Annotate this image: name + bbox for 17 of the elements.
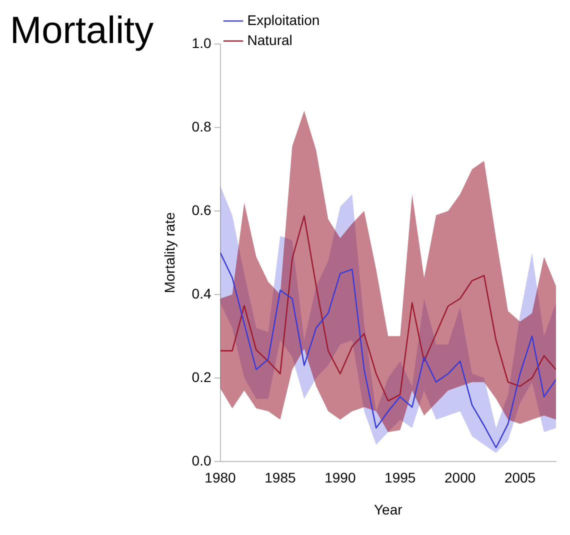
x-tick-label: 1980: [204, 470, 236, 486]
x-tick-label: 2005: [504, 470, 536, 486]
legend-label: Natural: [247, 32, 292, 48]
y-axis-title: Mortality rate: [161, 212, 178, 294]
x-tick-label: 1995: [384, 470, 416, 486]
y-tick-label: 0.6: [192, 202, 212, 218]
y-tick-label: 0.2: [192, 368, 212, 385]
y-tick-label: 0.8: [192, 118, 212, 134]
x-axis-title: Year: [374, 501, 403, 518]
x-tick-label: 1990: [324, 470, 356, 486]
x-tick-label: 1985: [264, 470, 296, 486]
chart-title: Mortality: [10, 10, 154, 53]
y-tick-label: 0.4: [192, 285, 212, 302]
x-tick-label: 2000: [444, 470, 476, 486]
legend-label: Exploitation: [247, 12, 320, 28]
y-tick-label: 0.0: [192, 452, 212, 468]
y-tick-label: 1.0: [192, 34, 212, 51]
